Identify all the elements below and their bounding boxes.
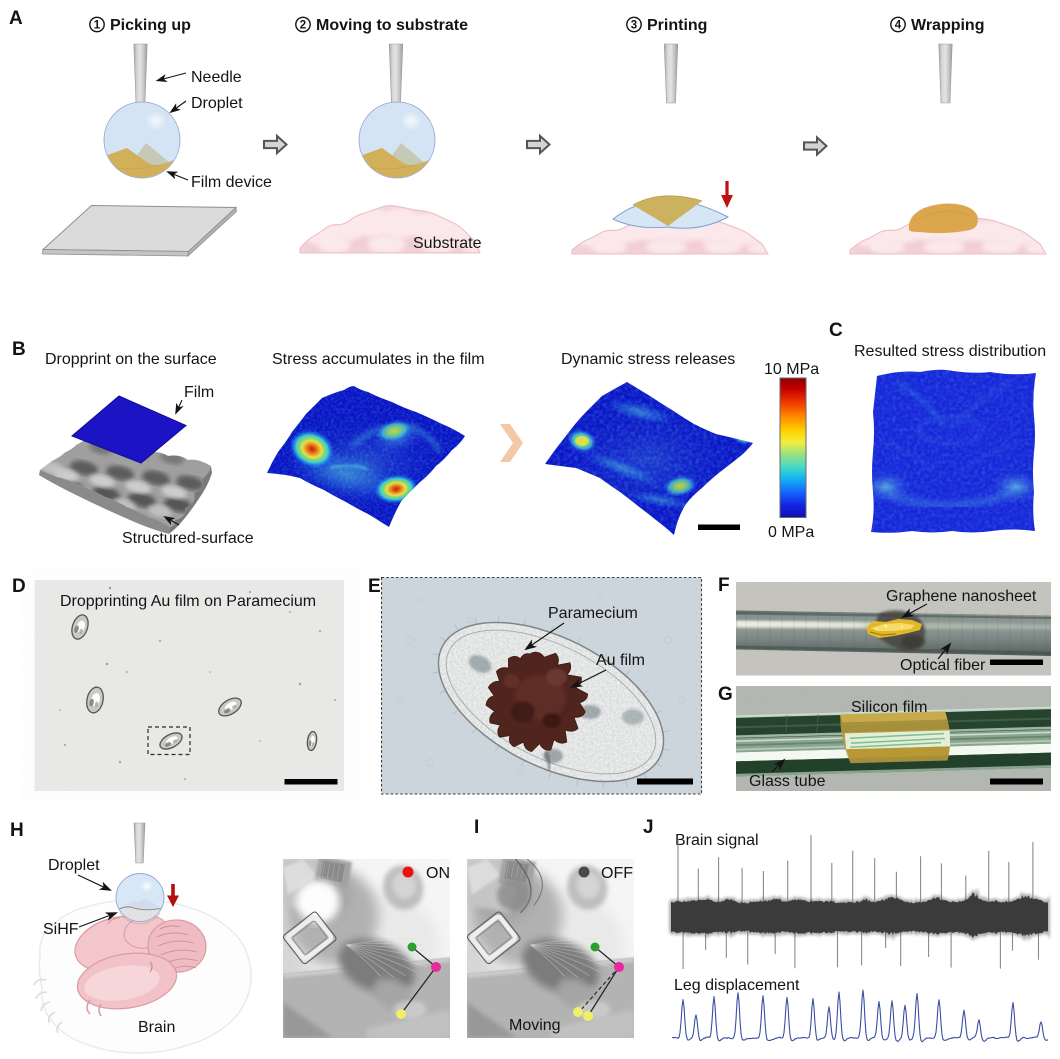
- svg-text:Printing: Printing: [647, 17, 707, 34]
- svg-text:Dynamic stress releases: Dynamic stress releases: [561, 351, 735, 368]
- svg-text:2: 2: [300, 20, 306, 32]
- svg-text:Optical fiber: Optical fiber: [900, 657, 986, 674]
- svg-text:Needle: Needle: [191, 69, 242, 86]
- svg-text:J: J: [643, 817, 654, 838]
- svg-text:4: 4: [895, 20, 902, 32]
- svg-text:E: E: [368, 576, 381, 597]
- svg-text:D: D: [12, 576, 26, 597]
- svg-text:0 MPa: 0 MPa: [768, 524, 814, 541]
- svg-text:Moving to substrate: Moving to substrate: [316, 17, 468, 34]
- svg-text:Brain: Brain: [138, 1019, 175, 1036]
- svg-text:3: 3: [631, 20, 637, 32]
- svg-text:ON: ON: [426, 865, 450, 882]
- svg-text:Wrapping: Wrapping: [911, 17, 984, 34]
- svg-text:I: I: [474, 817, 479, 838]
- svg-text:B: B: [12, 339, 26, 360]
- svg-text:Droplet: Droplet: [48, 857, 100, 874]
- svg-text:Structured-surface: Structured-surface: [122, 530, 254, 547]
- svg-text:Moving: Moving: [509, 1017, 561, 1034]
- svg-text:Stress accumulates in the film: Stress accumulates in the film: [272, 351, 485, 368]
- svg-text:Leg displacement: Leg displacement: [674, 977, 800, 994]
- svg-text:Substrate: Substrate: [413, 235, 482, 252]
- svg-text:Dropprint on the surface: Dropprint on the surface: [45, 351, 217, 368]
- svg-text:Au film: Au film: [596, 652, 645, 669]
- svg-text:G: G: [718, 684, 733, 705]
- svg-text:Graphene nanosheet: Graphene nanosheet: [886, 588, 1037, 605]
- svg-text:Film device: Film device: [191, 174, 272, 191]
- svg-text:F: F: [718, 575, 730, 596]
- svg-text:Glass tube: Glass tube: [749, 773, 826, 790]
- svg-text:Droplet: Droplet: [191, 95, 243, 112]
- svg-text:1: 1: [94, 20, 101, 32]
- svg-text:Resulted stress distribution: Resulted stress distribution: [854, 343, 1046, 360]
- svg-text:Picking up: Picking up: [110, 17, 191, 34]
- svg-text:Dropprinting Au film on Parame: Dropprinting Au film on Paramecium: [60, 593, 316, 610]
- svg-text:Silicon film: Silicon film: [851, 699, 927, 716]
- svg-text:Paramecium: Paramecium: [548, 605, 638, 622]
- svg-text:Film: Film: [184, 384, 214, 401]
- svg-text:H: H: [10, 820, 24, 841]
- svg-text:C: C: [829, 320, 843, 341]
- svg-text:SiHF: SiHF: [43, 921, 79, 938]
- svg-text:10 MPa: 10 MPa: [764, 361, 819, 378]
- svg-text:OFF: OFF: [601, 865, 633, 882]
- svg-text:Brain signal: Brain signal: [675, 832, 759, 849]
- svg-text:A: A: [9, 8, 23, 29]
